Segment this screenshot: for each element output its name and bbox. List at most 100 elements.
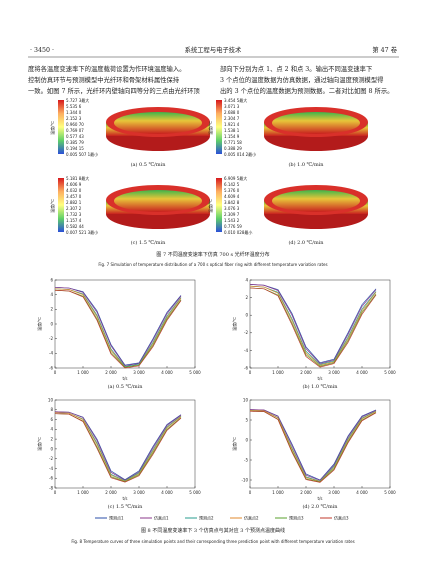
y-axis-label: 温度/℃ <box>36 317 42 331</box>
colorbar-label: 2.309 7 <box>224 212 240 217</box>
plot-frame <box>249 279 391 369</box>
series-line <box>249 410 377 483</box>
series-line <box>249 287 377 368</box>
x-tick-label: 2 000 <box>105 370 117 375</box>
series-line <box>249 284 377 364</box>
y-tick-label: -4 <box>49 466 53 471</box>
journal-name: 系统工程与电子技术 <box>185 45 242 54</box>
colorbar-unit: 温度/℃ <box>207 199 213 213</box>
colorbar <box>58 100 64 154</box>
x-tick-label: 0 <box>249 490 252 495</box>
x-tick-label: 2 000 <box>300 370 312 375</box>
x-tick-label: 0 <box>54 370 57 375</box>
body-line: 一致。如图 7 所示，光纤环内壁轴向四等分的三点由光纤环顶 <box>28 86 200 95</box>
legend-label: 仿真点3 <box>334 515 349 521</box>
x-tick-label: 5 000 <box>189 490 201 495</box>
panel-caption: (b) 1.0 ℃/min <box>288 161 324 168</box>
colorbar-label: 0.771 58 <box>224 140 242 145</box>
y-tick-label: -4 <box>244 348 248 353</box>
series-line <box>54 288 182 368</box>
y-tick-label: -6 <box>244 365 248 370</box>
x-tick-label: 2 000 <box>300 490 312 495</box>
body-line: 部向下分别为点 1、点 2 和点 3。输出不同温变速率下 <box>220 64 372 73</box>
figure-caption-en: Fig. 8 Temperature curves of three simul… <box>71 539 354 544</box>
y-tick-label: -6 <box>49 365 53 370</box>
x-tick-label: 3 000 <box>328 370 340 375</box>
y-tick-label: 4 <box>50 427 53 432</box>
colorbar-label: 2.688 0 <box>224 110 240 115</box>
colorbar-label: 2.882 1 <box>66 200 82 205</box>
series-line <box>249 410 377 483</box>
colorbar <box>216 178 222 232</box>
x-tick-label: 1 000 <box>272 490 284 495</box>
colorbar-label: 0.007 521 3最小 <box>66 229 98 235</box>
x-tick-label: 4 000 <box>356 490 368 495</box>
colorbar-label: 5.535 6 <box>66 104 82 109</box>
y-axis-label: 温度/℃ <box>36 437 42 451</box>
series-line <box>249 409 377 481</box>
plot-frame <box>54 399 196 489</box>
legend-label: 预测点3 <box>289 515 304 521</box>
y-tick-label: 10 <box>48 397 54 402</box>
colorbar-label: 0.194 15 <box>66 146 84 151</box>
x-tick-label: 3 000 <box>328 490 340 495</box>
colorbar-label: 5.181 8最大 <box>66 175 89 181</box>
colorbar <box>58 178 64 232</box>
x-tick-label: 5 000 <box>189 370 201 375</box>
colorbar-label: 5.727 3最大 <box>66 97 89 103</box>
x-axis-label: t/s <box>123 496 128 501</box>
colorbar-label: 1.543 2 <box>224 218 240 223</box>
colorbar <box>216 100 222 154</box>
colorbar-label: 0.005 507 1最小 <box>66 151 98 157</box>
x-axis-label: t/s <box>123 376 128 381</box>
colorbar-label: 2.304 7 <box>224 116 240 121</box>
chart-caption: (b) 1.0 ℃/min <box>302 383 338 390</box>
x-tick-label: 0 <box>54 490 57 495</box>
colorbar-label: 0.960 70 <box>66 122 84 127</box>
y-tick-label: 4 <box>50 292 53 297</box>
colorbar-label: 1.344 0 <box>66 110 82 115</box>
y-tick-label: 2 <box>245 295 248 300</box>
colorbar-unit: 温度/℃ <box>207 121 213 135</box>
y-tick-label: -6 <box>49 476 53 481</box>
y-tick-label: -4 <box>49 351 53 356</box>
y-tick-label: 2 <box>50 437 53 442</box>
x-tick-label: 1 000 <box>77 490 89 495</box>
y-tick-label: -2 <box>49 336 53 341</box>
panel-caption: (c) 1.5 ℃/min <box>131 239 166 246</box>
series-line <box>54 411 182 481</box>
colorbar-unit: 温度/℃ <box>49 121 55 135</box>
y-tick-label: 2 <box>50 307 53 312</box>
series-line <box>249 287 377 367</box>
series-line <box>249 410 377 482</box>
colorbar-label: 0.005 014 2最小 <box>224 151 256 157</box>
colorbar-label: 3.842 8 <box>224 200 240 205</box>
legend-label: 预测点2 <box>199 515 214 521</box>
legend-label: 预测点1 <box>109 515 124 521</box>
y-axis-label: 温度/℃ <box>231 437 237 451</box>
x-tick-label: 4 000 <box>356 370 368 375</box>
plot-frame <box>249 399 391 489</box>
colorbar-label: 0.582 44 <box>66 224 84 229</box>
colorbar-label: 1.157 4 <box>66 218 82 223</box>
chart-caption: (d) 2.0 ℃/min <box>302 503 338 510</box>
legend-label: 仿真点1 <box>154 515 169 521</box>
series-line <box>249 409 377 481</box>
series-line <box>249 285 377 365</box>
series-line <box>54 413 182 483</box>
page-number: · 3450 · <box>30 47 54 54</box>
colorbar-label: 3.071 3 <box>224 104 240 109</box>
chart-caption: (a) 0.5 ℃/min <box>108 383 144 390</box>
series-line <box>249 285 377 366</box>
x-tick-label: 4 000 <box>161 490 173 495</box>
x-axis-label: t/s <box>318 376 323 381</box>
series-line <box>54 413 182 483</box>
series-line <box>249 284 377 364</box>
x-tick-label: 5 000 <box>384 490 396 495</box>
x-tick-label: 2 000 <box>105 490 117 495</box>
x-tick-label: 3 000 <box>133 490 145 495</box>
colorbar-label: 0.010 028最小 <box>224 229 252 235</box>
ring-inner <box>272 112 360 134</box>
